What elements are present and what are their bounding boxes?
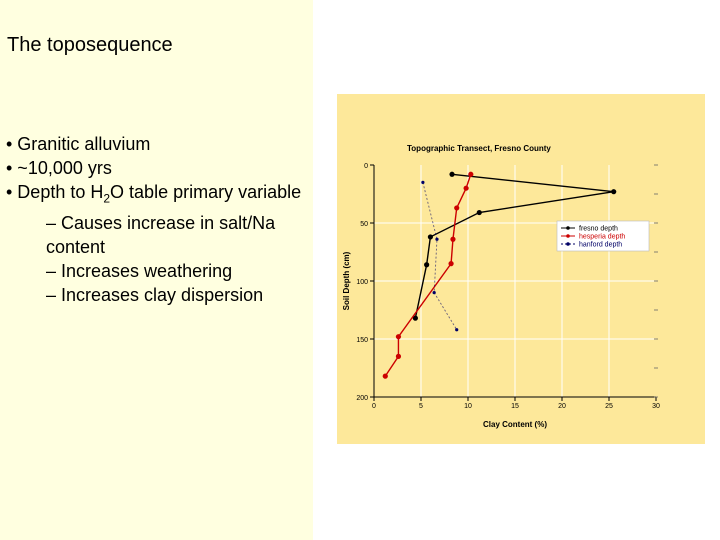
chart-title: Topographic Transect, Fresno County [407,144,551,153]
legend-label-1: fresno depth [579,226,618,233]
data-point-2 [463,185,469,191]
text-panel-background [0,0,313,540]
data-point-1 [412,315,418,321]
slide-title: The toposequence [7,34,173,56]
x-tick-label: 10 [464,403,472,410]
data-point-1 [611,189,617,195]
series-line-3 [422,182,458,330]
data-point-2 [395,353,402,359]
x-tick-label: 30 [652,403,660,410]
bullet-water-table-prefix: • Depth to H [6,182,104,202]
x-tick-label: 25 [605,403,613,410]
text-clip-region: The toposequence • Granitic alluvium • ~… [0,0,313,540]
data-point-1 [427,234,433,240]
data-point-3 [455,328,459,332]
sub-bullet-salt: – Causes increase in salt/Na content [46,212,276,257]
bullet-water-table-suffix: O table primary variable [110,182,302,202]
data-point-1 [449,171,455,177]
y-axis-label: Soil Depth (cm) [342,251,351,310]
legend-marker-1 [566,226,570,230]
y-tick-label: 0 [364,163,368,170]
chart-panel: 0 5 10 15 20 25 30 0 50 100 150 200 Topographic Tran… [337,94,705,444]
y-tick-label: 150 [356,337,368,344]
bullet-granitic-alluvium: • Granitic alluvium [6,134,151,154]
sub-bullet-dispersion: – Increases clay dispersion [46,284,264,305]
y-tick-label: 100 [356,279,368,286]
sub-bullet-weathering: – Increases weathering [46,260,233,281]
data-point-2 [448,261,454,267]
x-tick-label: 20 [558,403,566,410]
data-point-1 [424,262,430,268]
x-tick-label: 5 [419,403,423,410]
data-point-3 [435,237,439,241]
data-point-2 [450,236,456,242]
y-tick-label: 200 [356,395,368,402]
data-point-2 [454,205,460,211]
data-point-3 [421,180,425,184]
data-point-2 [395,334,402,340]
x-axis-label: Clay Content (%) [483,420,547,429]
legend-marker-3 [566,242,570,246]
bullet-water-table: • Depth to H2O table primary variable [6,180,313,211]
bullet-age: • ~10,000 yrs [6,158,112,178]
legend-label-2: hesperia depth [579,234,625,241]
x-tick-label: 15 [511,403,519,410]
clay-depth-chart: 0 5 10 15 20 25 30 0 50 100 150 200 Topographic Tran… [342,144,660,429]
bullet-list: • Granitic alluvium • ~10,000 yrs • Dept… [6,132,313,307]
data-point-3 [432,291,436,295]
legend-label-3: hanford depth [579,242,622,249]
series-line-2 [384,174,472,377]
legend-marker-2 [566,234,570,238]
data-point-2 [468,171,474,177]
data-point-1 [476,209,482,216]
x-tick-label: 0 [372,403,376,410]
y-tick-label: 50 [360,221,368,228]
data-point-2 [382,373,388,379]
subscript-two: 2 [103,191,111,206]
